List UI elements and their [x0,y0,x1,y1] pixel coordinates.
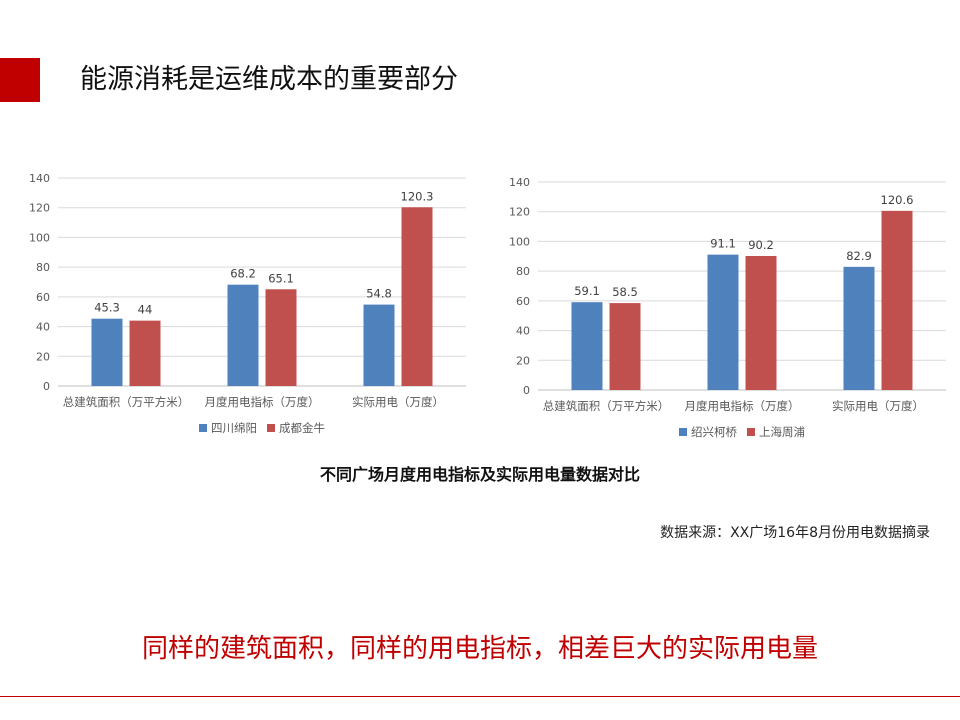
data-label: 58.5 [612,285,638,299]
y-tick-label: 0 [43,380,50,393]
chart-caption: 不同广场月度用电指标及实际用电量数据对比 [319,465,640,484]
y-tick-label: 40 [516,325,530,338]
chart-right-svg: 0 20 40 60 80 100 120 140 59.1 58.5 总建筑面积（万平方米） 91.… [509,176,946,439]
data-label: 82.9 [846,249,872,263]
y-tick-label: 100 [29,231,50,244]
x-category-label: 实际用电（万度） [352,395,444,409]
legend-swatch [267,424,275,432]
legend-swatch [679,428,687,436]
legend-label: 上海周浦 [759,425,805,439]
source-note: 数据来源：XX广场16年8月份用电数据摘录 [660,525,930,541]
bar-上海周浦-2 [881,210,913,390]
legend-label: 四川绵阳 [211,421,257,435]
data-label: 59.1 [574,284,600,298]
chart-legend: 四川绵阳 成都金牛 [199,421,325,435]
data-label: 120.3 [401,189,434,203]
title-accent-block [0,58,40,102]
y-tick-label: 80 [516,265,530,278]
bar-上海周浦-1 [745,255,777,390]
data-label: 54.8 [366,287,392,301]
legend-label: 绍兴柯桥 [691,425,737,439]
y-tick-label: 140 [509,176,530,189]
footer-divider [0,696,960,697]
y-tick-label: 140 [29,172,50,185]
data-label: 45.3 [94,301,120,315]
bar-四川绵阳-1 [227,284,259,386]
x-category-label: 实际用电（万度） [832,399,924,413]
y-tick-label: 120 [29,202,50,215]
bar-上海周浦-0 [609,303,641,390]
x-category-label: 总建筑面积（万平方米） [63,395,190,409]
bar-四川绵阳-0 [91,318,123,386]
data-label: 65.1 [268,271,294,285]
x-category-label: 总建筑面积（万平方米） [543,399,670,413]
bar-四川绵阳-2 [363,304,395,386]
bar-成都金牛-1 [265,289,297,386]
y-tick-label: 20 [516,354,530,367]
data-label: 68.2 [230,267,256,281]
bar-绍兴柯桥-1 [707,254,739,390]
bar-成都金牛-2 [401,207,433,386]
legend-swatch [747,428,755,436]
data-label: 91.1 [710,237,736,251]
data-label: 44 [138,303,153,317]
chart-legend: 绍兴柯桥 上海周浦 [679,425,805,439]
bar-成都金牛-0 [129,320,161,386]
y-tick-label: 80 [36,261,50,274]
chart-left: 0 20 40 60 80 100 120 140 45.3 44 总建筑面积（万平方米） 68.2 6… [20,162,480,452]
chart-right: 0 20 40 60 80 100 120 140 59.1 58.5 总建筑面积（万平方米） 91.… [500,166,960,456]
headline-conclusion: 同样的建筑面积，同样的用电指标，相差巨大的实际用电量 [141,634,818,664]
slide-title: 能源消耗是运维成本的重要部分 [80,64,458,95]
data-label: 90.2 [748,238,774,252]
y-tick-label: 60 [36,291,50,304]
y-tick-label: 60 [516,295,530,308]
y-tick-label: 0 [523,384,530,397]
y-tick-label: 20 [36,350,50,363]
data-label: 120.6 [881,193,914,207]
y-tick-label: 120 [509,206,530,219]
bar-绍兴柯桥-0 [571,302,603,390]
y-tick-label: 40 [36,321,50,334]
y-tick-label: 100 [509,235,530,248]
bar-绍兴柯桥-2 [843,266,875,390]
chart-left-svg: 0 20 40 60 80 100 120 140 45.3 44 总建筑面积（万平方米） 68.2 6… [29,172,466,435]
x-category-label: 月度用电指标（万度） [205,395,320,409]
legend-swatch [199,424,207,432]
x-category-label: 月度用电指标（万度） [685,399,800,413]
legend-label: 成都金牛 [279,421,325,435]
